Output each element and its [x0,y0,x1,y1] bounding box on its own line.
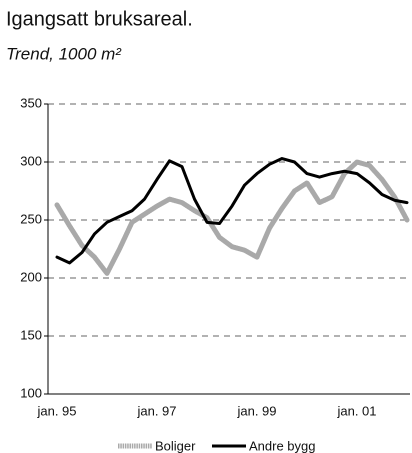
series-line [55,157,409,265]
legend-label: Boliger [155,438,196,453]
y-tick-label: 250 [20,211,42,226]
y-tick-label: 350 [20,95,42,110]
x-tick-label: jan. 95 [36,403,76,418]
y-tick-label: 200 [20,269,42,284]
chart-subtitle: Trend, 1000 m² [6,44,122,63]
y-tick-label: 100 [20,385,42,400]
chart-title: Igangsatt bruksareal. [6,8,193,30]
legend-label: Andre bygg [249,438,316,453]
x-tick-label: jan. 99 [236,403,276,418]
y-tick-label: 300 [20,153,42,168]
y-tick-label: 150 [20,327,42,342]
x-tick-label: jan. 01 [336,403,376,418]
series-line [54,159,410,276]
x-tick-label: jan. 97 [136,403,176,418]
